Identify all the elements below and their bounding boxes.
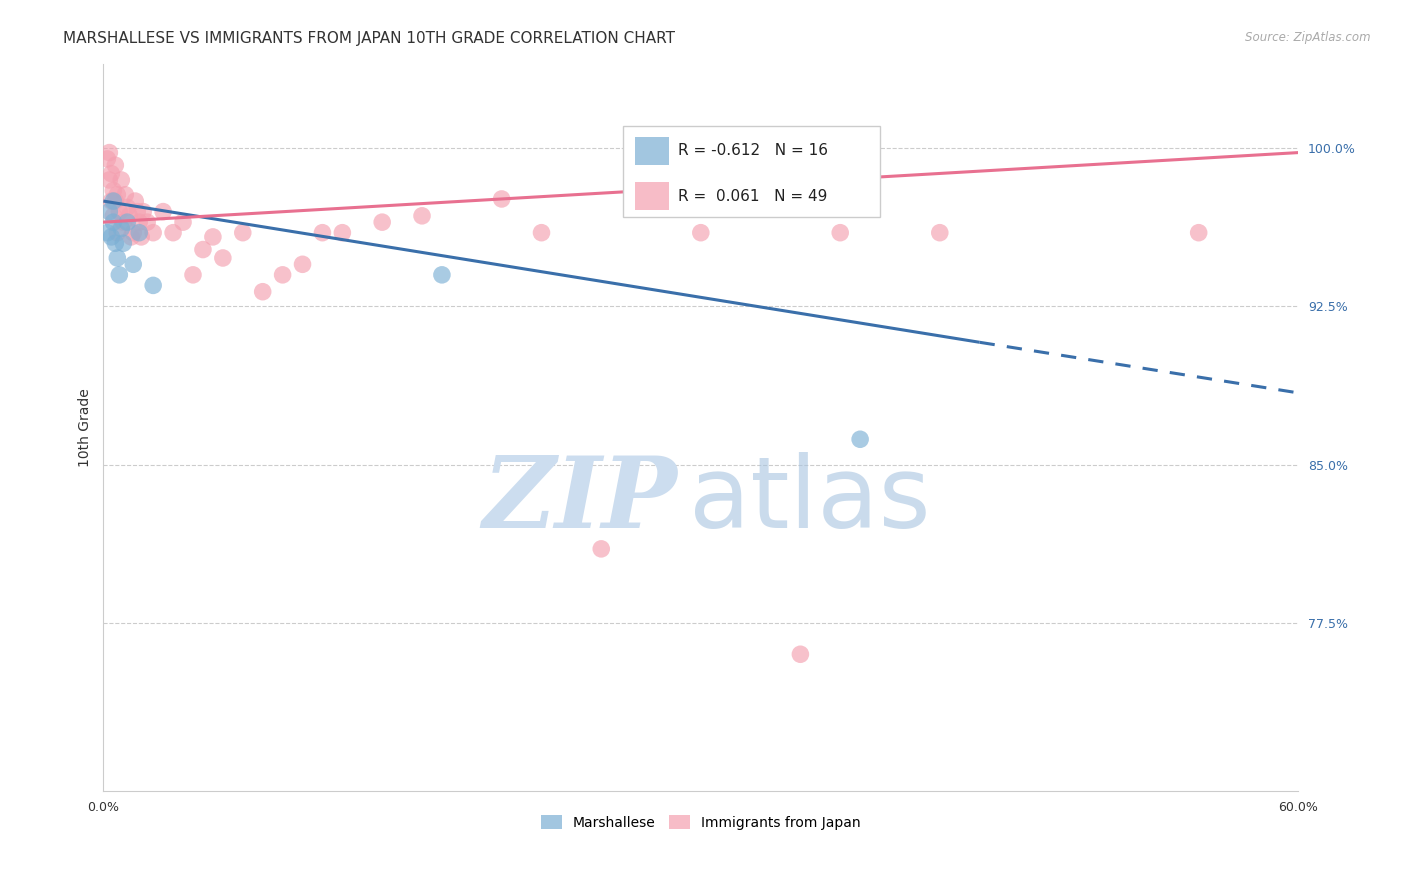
FancyBboxPatch shape [636,137,669,165]
Point [114,187,136,202]
Point [689,226,711,240]
Point [103,209,125,223]
Point [117,201,139,215]
Text: ZIP: ZIP [482,452,676,549]
Point [112,215,135,229]
Point [103,194,125,208]
Point [928,226,950,240]
Legend: Marshallese, Immigrants from Japan: Marshallese, Immigrants from Japan [536,809,866,835]
Point [152,204,174,219]
Point [100,194,122,208]
FancyBboxPatch shape [636,182,669,210]
Point [108,204,131,219]
Point [162,226,184,240]
Point [122,257,145,271]
Point [191,243,214,257]
Point [430,268,453,282]
Y-axis label: 10th Grade: 10th Grade [79,388,93,467]
Point [132,204,155,219]
FancyBboxPatch shape [623,126,880,217]
Point [110,173,132,187]
Point [789,647,811,661]
Point [1188,226,1211,240]
Point [136,215,159,229]
Point [172,215,194,229]
Point [181,268,204,282]
Point [271,268,294,282]
Point [128,215,150,229]
Point [212,251,235,265]
Point [120,230,142,244]
Point [127,204,149,219]
Text: R =  0.061   N = 49: R = 0.061 N = 49 [678,189,828,203]
Point [98,145,121,160]
Point [232,226,254,240]
Point [108,268,131,282]
Point [105,251,128,265]
Point [252,285,274,299]
Point [142,278,165,293]
Point [96,152,118,166]
Point [104,194,127,208]
Point [291,257,314,271]
Point [128,226,150,240]
Point [105,226,128,240]
Point [104,158,127,172]
Point [129,230,152,244]
Point [112,236,135,251]
Point [100,167,122,181]
Point [491,192,513,206]
Text: MARSHALLESE VS IMMIGRANTS FROM JAPAN 10TH GRADE CORRELATION CHART: MARSHALLESE VS IMMIGRANTS FROM JAPAN 10T… [63,31,675,46]
Point [530,226,553,240]
Point [371,215,394,229]
Point [110,221,132,235]
Point [98,204,121,219]
Point [122,226,145,240]
Point [118,209,141,223]
Point [105,187,128,202]
Point [830,226,852,240]
Point [124,194,146,208]
Point [100,230,122,244]
Point [201,230,224,244]
Point [849,432,872,446]
Point [411,209,433,223]
Point [311,226,333,240]
Point [103,184,125,198]
Point [103,215,125,229]
Point [117,215,139,229]
Text: atlas: atlas [689,452,931,549]
Point [96,226,118,240]
Point [104,236,127,251]
Point [591,541,613,556]
Point [98,173,121,187]
Point [330,226,353,240]
Point [142,226,165,240]
Text: R = -0.612   N = 16: R = -0.612 N = 16 [678,144,828,158]
Text: Source: ZipAtlas.com: Source: ZipAtlas.com [1246,31,1371,45]
